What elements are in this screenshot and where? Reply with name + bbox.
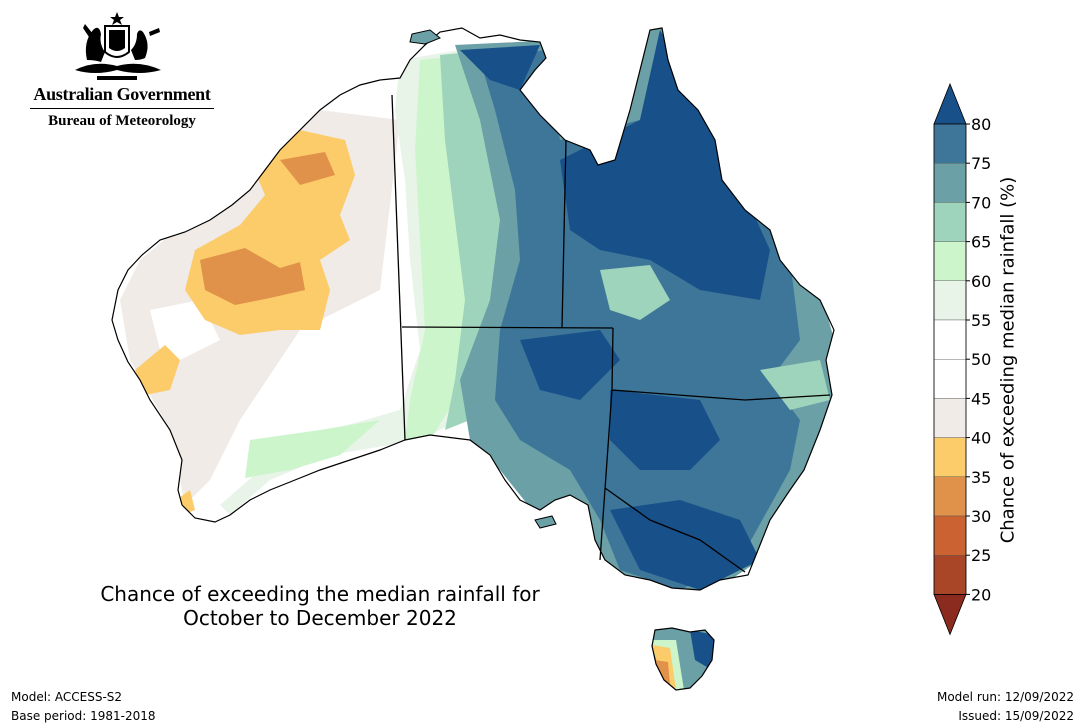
colorbar-bin — [933, 280, 967, 321]
colorbar-bin — [933, 437, 967, 478]
base-period: Base period: 1981-2018 — [11, 709, 156, 723]
colorbar-bin — [933, 319, 967, 360]
colorbar-bin — [933, 476, 967, 517]
colorbar-bin — [933, 241, 967, 282]
tiwi-islands — [409, 29, 441, 45]
colorbar-label: Chance of exceeding median rainfall (%) — [997, 176, 1019, 544]
australia-rainfall-map — [111, 27, 835, 691]
colorbar-bin — [933, 123, 967, 164]
colorbar-bin — [933, 555, 967, 595]
state-borders — [391, 94, 831, 573]
colorbar-tick-label: 70 — [971, 193, 991, 212]
map-title-line-1: Chance of exceeding the median rainfall … — [100, 582, 540, 606]
colorbar: 80 75 70 65 60 55 50 45 40 35 30 25 20 — [933, 82, 991, 636]
coat-of-arms-icon — [75, 12, 161, 80]
footer-right: Model run: 12/09/2022 Issued: 15/09/2022 — [937, 688, 1074, 726]
bureau-name: Bureau of Meteorology — [48, 113, 196, 129]
map-title: Chance of exceeding the median rainfall … — [60, 582, 580, 630]
mainland-coastline — [111, 27, 835, 591]
logo-divider — [30, 108, 214, 109]
colorbar-bin — [933, 359, 967, 399]
kangaroo-island — [534, 515, 557, 529]
issued-date: Issued: 15/09/2022 — [958, 709, 1074, 723]
colorbar-tick-label: 25 — [971, 546, 991, 565]
colorbar-bin — [933, 202, 967, 242]
model-run-date: Model run: 12/09/2022 — [936, 690, 1074, 704]
map-title-line-2: October to December 2022 — [183, 606, 457, 630]
colorbar-tick-label: 60 — [971, 272, 991, 291]
colorbar-tick-label: 40 — [971, 429, 991, 448]
colorbar-tick-label: 45 — [971, 389, 991, 408]
colorbar-bin — [933, 162, 967, 203]
government-name: Australian Government — [33, 84, 211, 104]
model-name: Model: ACCESS-S2 — [11, 690, 123, 704]
colorbar-tick-label: 55 — [971, 311, 991, 330]
colorbar-tick-label: 80 — [971, 115, 991, 134]
colorbar-tick-label: 20 — [971, 585, 991, 604]
colorbar-tick-label: 65 — [971, 233, 991, 252]
tasmania-coastline — [651, 627, 715, 691]
colorbar-tick-label: 35 — [971, 468, 991, 487]
colorbar-tick-label: 50 — [971, 350, 991, 369]
bom-logo: Australian Government Bureau of Meteorol… — [22, 10, 222, 140]
colorbar-extend-low — [933, 594, 967, 636]
colorbar-extend-high — [933, 82, 967, 125]
colorbar-bin — [933, 515, 967, 556]
footer-left: Model: ACCESS-S2 Base period: 1981-2018 — [11, 688, 156, 726]
colorbar-tick-label: 30 — [971, 507, 991, 526]
colorbar-tick-label: 75 — [971, 154, 991, 173]
colorbar-bin — [933, 398, 967, 438]
